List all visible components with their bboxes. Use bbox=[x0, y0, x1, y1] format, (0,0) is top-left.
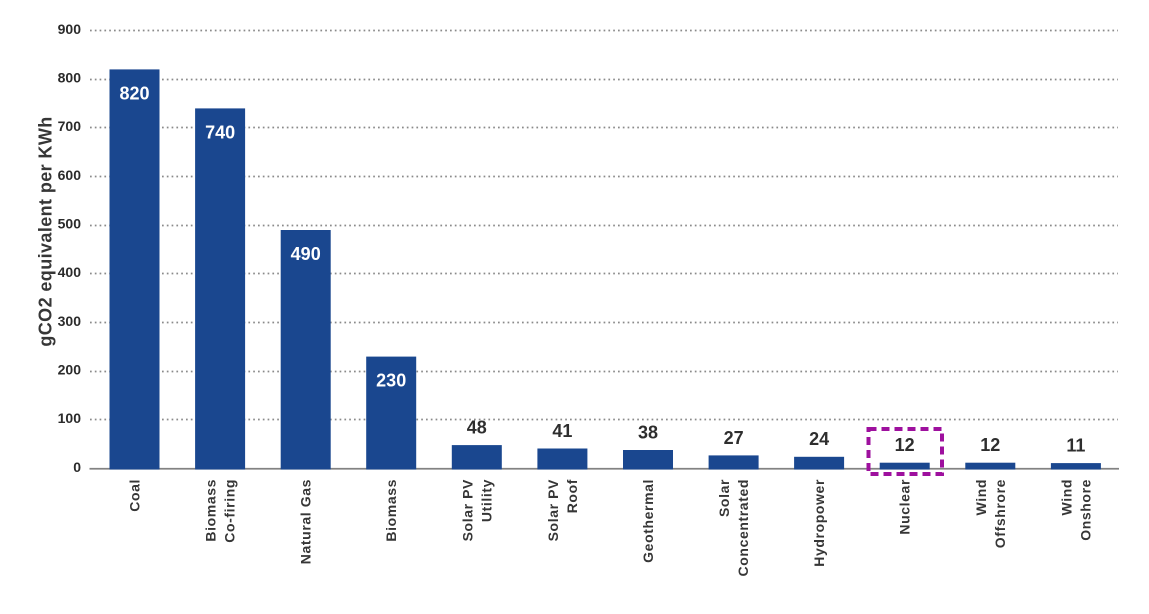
svg-text:Roof: Roof bbox=[564, 479, 580, 513]
svg-text:Natural Gas: Natural Gas bbox=[298, 479, 314, 564]
svg-text:400: 400 bbox=[58, 264, 82, 280]
svg-text:200: 200 bbox=[58, 362, 82, 378]
svg-text:24: 24 bbox=[809, 429, 829, 449]
svg-text:300: 300 bbox=[58, 313, 82, 329]
svg-text:Wind: Wind bbox=[1058, 479, 1074, 515]
svg-text:Solar PV: Solar PV bbox=[459, 479, 475, 541]
svg-text:500: 500 bbox=[58, 216, 82, 232]
svg-text:Nuclear: Nuclear bbox=[897, 479, 913, 535]
svg-text:Co-firing: Co-firing bbox=[222, 479, 238, 543]
svg-text:gCO2 equivalent per KWh: gCO2 equivalent per KWh bbox=[36, 116, 56, 346]
svg-text:800: 800 bbox=[58, 70, 82, 86]
svg-text:900: 900 bbox=[58, 21, 82, 37]
svg-text:48: 48 bbox=[467, 418, 487, 438]
svg-text:Biomass: Biomass bbox=[383, 479, 399, 542]
svg-text:700: 700 bbox=[58, 118, 82, 134]
svg-text:740: 740 bbox=[205, 122, 235, 142]
svg-text:Offshrore: Offshrore bbox=[992, 479, 1008, 548]
svg-text:41: 41 bbox=[552, 421, 572, 441]
svg-text:Solar PV: Solar PV bbox=[545, 479, 561, 541]
svg-text:0: 0 bbox=[73, 459, 81, 475]
svg-text:27: 27 bbox=[724, 428, 744, 448]
svg-text:490: 490 bbox=[291, 244, 321, 264]
svg-text:Wind: Wind bbox=[973, 479, 989, 515]
svg-text:Onshore: Onshore bbox=[1077, 479, 1093, 541]
svg-text:11: 11 bbox=[1066, 436, 1085, 456]
svg-text:100: 100 bbox=[58, 410, 82, 426]
svg-text:Biomass: Biomass bbox=[203, 479, 219, 542]
svg-text:820: 820 bbox=[119, 83, 149, 103]
svg-text:Solar: Solar bbox=[716, 479, 732, 517]
svg-text:Utility: Utility bbox=[478, 479, 494, 522]
svg-text:Coal: Coal bbox=[127, 479, 143, 512]
svg-text:12: 12 bbox=[980, 435, 1000, 455]
svg-text:600: 600 bbox=[58, 167, 82, 183]
svg-text:38: 38 bbox=[638, 422, 658, 442]
svg-text:12: 12 bbox=[895, 435, 915, 455]
svg-text:Hydropower: Hydropower bbox=[811, 479, 827, 567]
svg-text:Geothermal: Geothermal bbox=[640, 479, 656, 563]
svg-text:Concentrated: Concentrated bbox=[735, 479, 751, 576]
svg-text:230: 230 bbox=[376, 371, 406, 391]
